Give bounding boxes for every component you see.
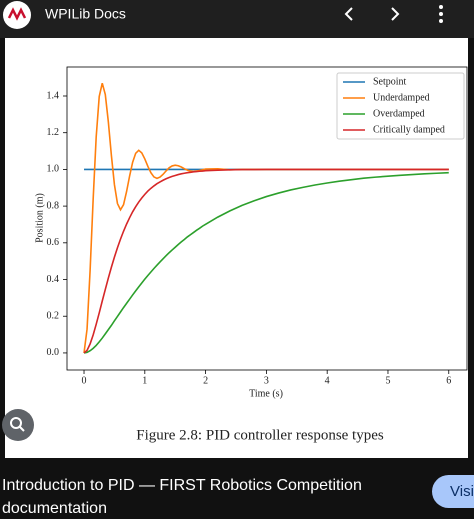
next-button[interactable]	[391, 7, 400, 21]
result-title[interactable]: Introduction to PID — FIRST Robotics Com…	[2, 477, 362, 517]
y-tick-label: 0.4	[47, 274, 60, 285]
figure-caption: Figure 2.8: PID controller response type…	[136, 427, 384, 443]
y-tick-label: 1.0	[47, 164, 60, 175]
menu-button[interactable]	[439, 5, 443, 23]
x-tick-label: 3	[264, 375, 269, 386]
legend-label: Setpoint	[373, 76, 407, 87]
top-bar: WPILib Docs	[0, 0, 474, 38]
plot-frame	[66, 66, 468, 371]
lens-icon	[2, 409, 34, 441]
x-tick-label: 1	[142, 375, 147, 386]
legend: Setpoint Underdamped Overdamped Critically …	[336, 72, 465, 140]
y-axis-label: Position (m)	[34, 193, 45, 243]
x-tick-label: 0	[82, 375, 87, 386]
y-tick-label: 0.8	[47, 200, 60, 211]
prev-button[interactable]	[344, 7, 353, 21]
top-bar-icons: WPILib Docs	[3, 1, 443, 29]
x-tick-label: 6	[446, 375, 451, 386]
series-line	[83, 168, 449, 354]
x-tick-label: 2	[203, 375, 208, 386]
y-tick-label: 1.4	[47, 90, 60, 101]
series-line	[83, 171, 449, 354]
site-logo[interactable]	[3, 1, 31, 29]
x-axis-label: Time (s)	[249, 388, 283, 399]
legend-box	[336, 72, 465, 140]
x-tick-label: 4	[325, 375, 330, 386]
legend-label: Underdamped	[373, 92, 430, 103]
y-tick-label: 0.6	[47, 237, 60, 248]
site-title: WPILib Docs	[45, 6, 126, 22]
y-tick-label: 0.0	[47, 347, 60, 358]
legend-label: Critically damped	[373, 124, 445, 135]
bottom-bar: Introduction to PID — FIRST Robotics Com…	[0, 458, 474, 519]
y-tick-label: 0.2	[47, 311, 60, 322]
x-tick-label: 5	[385, 375, 390, 386]
visit-button[interactable]: Visit	[432, 475, 474, 508]
y-tick-label: 1.2	[47, 127, 60, 138]
legend-label: Overdamped	[373, 108, 425, 119]
